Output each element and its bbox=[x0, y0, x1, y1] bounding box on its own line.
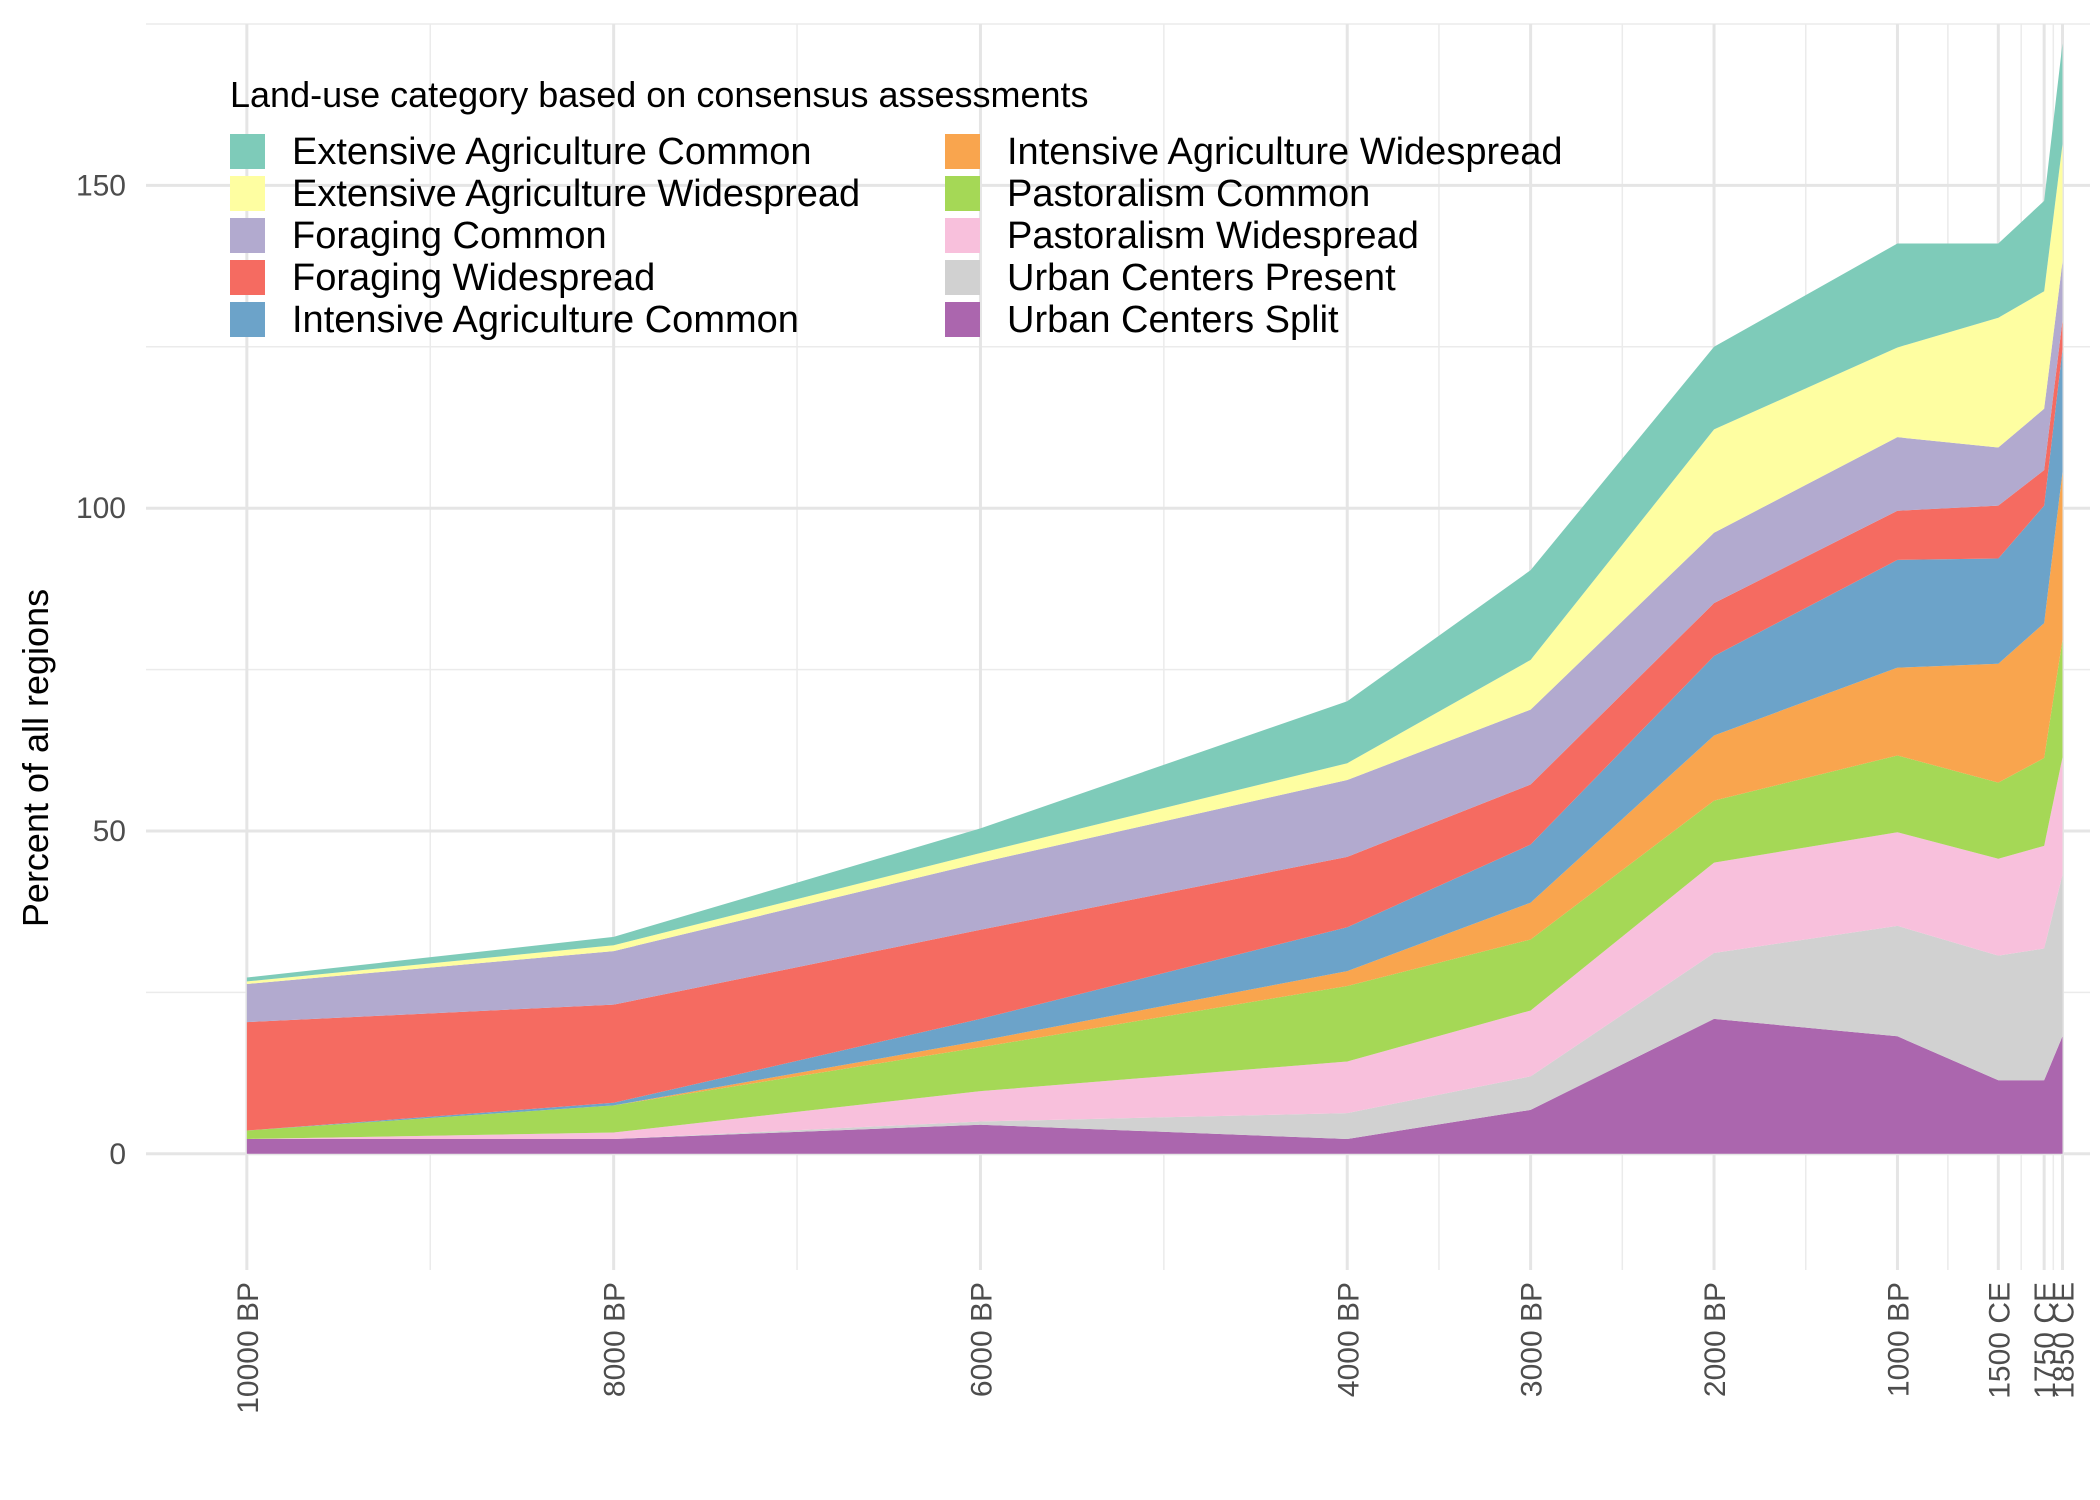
legend-item-urban-centers-split: Urban Centers Split bbox=[945, 299, 1339, 341]
legend-swatch bbox=[230, 260, 265, 295]
legend-label: Intensive Agriculture Common bbox=[292, 299, 799, 341]
legend-label: Foraging Widespread bbox=[292, 257, 655, 299]
legend-label: Intensive Agriculture Widespread bbox=[1007, 131, 1563, 173]
legend-label: Urban Centers Present bbox=[1007, 257, 1396, 299]
area-intensive-agriculture-widespread bbox=[246, 472, 2063, 1131]
y-tick-label: 0 bbox=[109, 1138, 126, 1171]
legend-swatch bbox=[230, 134, 265, 169]
y-tick-label: 100 bbox=[76, 492, 126, 525]
legend-label: Pastoralism Widespread bbox=[1007, 215, 1419, 257]
legend-swatch bbox=[230, 302, 265, 337]
legend-item-foraging-widespread: Foraging Widespread bbox=[230, 257, 655, 299]
y-tick-label: 50 bbox=[93, 815, 126, 848]
x-tick-label: 1750 CE bbox=[2029, 1282, 2062, 1399]
legend-swatch bbox=[230, 218, 265, 253]
area-urban-centers-present bbox=[246, 874, 2063, 1139]
legend-item-extensive-agriculture-widespread: Extensive Agriculture Widespread bbox=[230, 173, 860, 215]
legend-item-intensive-agriculture-widespread: Intensive Agriculture Widespread bbox=[945, 131, 1563, 173]
legend-item-extensive-agriculture-common: Extensive Agriculture Common bbox=[230, 131, 812, 173]
x-tick-label: 2000 BP bbox=[1699, 1282, 1732, 1397]
area-foraging-widespread bbox=[246, 320, 2063, 1131]
legend-swatch bbox=[945, 134, 980, 169]
legend-item-urban-centers-present: Urban Centers Present bbox=[945, 257, 1396, 299]
legend-label: Pastoralism Common bbox=[1007, 173, 1370, 215]
legend-swatch bbox=[945, 218, 980, 253]
area-extensive-agriculture-widespread bbox=[246, 144, 2063, 984]
area-urban-centers-split bbox=[246, 1018, 2063, 1154]
legend: Land-use category based on consensus ass… bbox=[230, 74, 1563, 341]
legend-label: Extensive Agriculture Common bbox=[292, 131, 812, 173]
x-axis-tick-labels: 10000 BP 8000 BP 6000 BP 4000 BP 3000 BP 2000… bbox=[232, 1282, 2081, 1414]
area-pastoralism-common bbox=[246, 639, 2063, 1139]
x-tick-label: 3000 BP bbox=[1516, 1282, 1549, 1397]
legend-swatch bbox=[945, 302, 980, 337]
area-series bbox=[246, 43, 2063, 1154]
legend-item-pastoralism-widespread: Pastoralism Widespread bbox=[945, 215, 1419, 257]
legend-item-intensive-agriculture-common: Intensive Agriculture Common bbox=[230, 299, 799, 341]
y-axis-title: Percent of all regions bbox=[15, 589, 56, 927]
legend-swatch bbox=[945, 176, 980, 211]
legend-label: Urban Centers Split bbox=[1007, 299, 1339, 341]
area-extensive-agriculture-common bbox=[246, 43, 2063, 982]
x-tick-label: 1850 CE bbox=[2047, 1282, 2080, 1399]
x-tick-label: 1500 CE bbox=[1983, 1282, 2016, 1399]
area-intensive-agriculture-common bbox=[246, 349, 2063, 1131]
x-tick-label: 8000 BP bbox=[599, 1282, 632, 1397]
area-pastoralism-widespread bbox=[246, 757, 2063, 1139]
legend-label: Extensive Agriculture Widespread bbox=[292, 173, 860, 215]
legend-item-pastoralism-common: Pastoralism Common bbox=[945, 173, 1370, 215]
x-tick-label: 10000 BP bbox=[232, 1282, 265, 1414]
legend-item-foraging-common: Foraging Common bbox=[230, 215, 607, 257]
legend-swatch bbox=[945, 260, 980, 295]
legend-label: Foraging Common bbox=[292, 215, 607, 257]
y-tick-label: 150 bbox=[76, 169, 126, 202]
legend-swatch bbox=[230, 176, 265, 211]
x-tick-label: 1000 BP bbox=[1882, 1282, 1915, 1397]
legend-title: Land-use category based on consensus ass… bbox=[230, 74, 1089, 115]
x-tick-label: 4000 BP bbox=[1332, 1282, 1365, 1397]
x-tick-label: 6000 BP bbox=[965, 1282, 998, 1397]
area-foraging-common bbox=[246, 261, 2063, 1023]
y-axis-tick-labels: 0 50 100 150 bbox=[76, 169, 126, 1170]
